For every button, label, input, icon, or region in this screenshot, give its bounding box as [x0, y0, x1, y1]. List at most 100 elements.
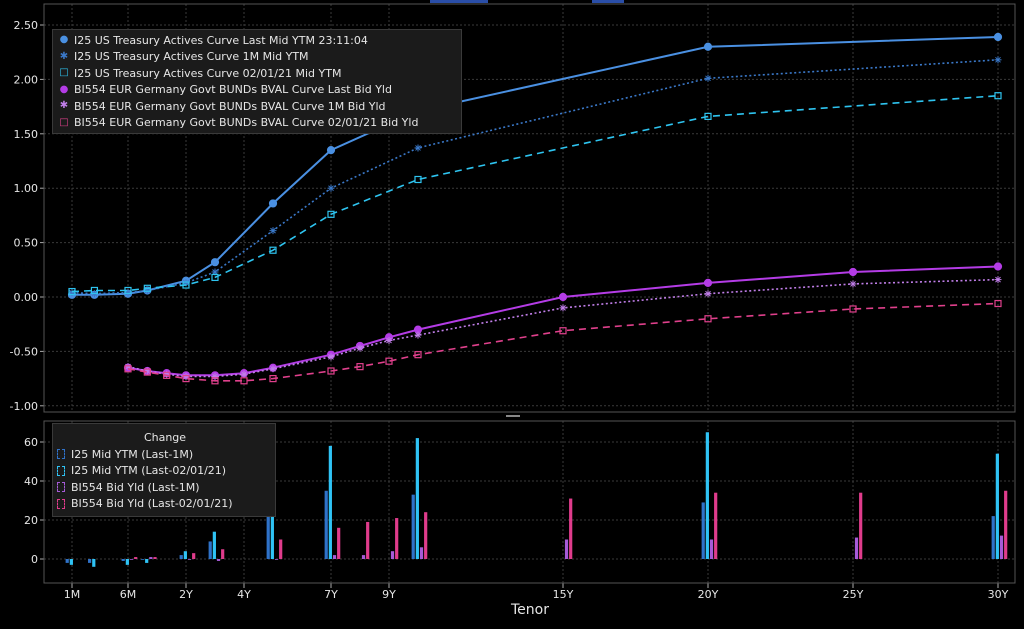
- bar-swatch-icon: [57, 449, 65, 460]
- point-star: [849, 280, 857, 288]
- point-square: [327, 367, 335, 375]
- bottom-panel-frame: [43, 420, 1016, 584]
- change-bar: [995, 453, 999, 559]
- change-bar: [854, 537, 859, 559]
- bottom-ytick-label: 0: [31, 553, 38, 566]
- point-circle: [993, 32, 1003, 42]
- point-square: [994, 92, 1002, 100]
- point-star: [414, 331, 422, 339]
- legend-label: I25 US Treasury Actives Curve Last Mid Y…: [74, 33, 368, 47]
- bar-swatch-icon: [57, 482, 65, 493]
- legend-label: I25 US Treasury Actives Curve 02/01/21 M…: [74, 66, 342, 80]
- top-ytick-label: 2.00: [14, 73, 39, 86]
- point-circle: [326, 146, 336, 155]
- x-axis: 1M 6M 2Y 4Y 7Y 9Y 15Y 20Y 25Y 30Y: [64, 583, 1009, 601]
- point-star: [124, 289, 132, 297]
- series-line: [127, 302, 999, 382]
- change-legend-item[interactable]: BI554 Bid Yld (Last-02/01/21): [57, 496, 273, 513]
- point-square: [124, 286, 132, 295]
- bottom-ytick-label: 60: [24, 436, 38, 449]
- legend-item[interactable]: ● I25 US Treasury Actives Curve Last Mid …: [57, 32, 459, 49]
- legend-item[interactable]: □ BI554 EUR Germany Govt BUNDs BVAL Curve…: [57, 115, 459, 132]
- point-circle: [848, 267, 858, 277]
- legend-label: BI554 EUR Germany Govt BUNDs BVAL Curve …: [74, 83, 392, 97]
- point-square: [414, 175, 422, 184]
- point-circle: [558, 292, 568, 302]
- top-tab-indicator-2[interactable]: [592, 0, 624, 3]
- point-square: [68, 287, 76, 296]
- point-star: [994, 56, 1002, 64]
- point-star: [327, 184, 335, 192]
- point-circle: [993, 262, 1003, 271]
- change-bar: [714, 492, 718, 559]
- point-circle: [210, 258, 220, 267]
- change-bar: [65, 559, 69, 563]
- change-bar: [212, 531, 216, 559]
- change-bar: [274, 559, 279, 560]
- point-square: [143, 284, 151, 292]
- top-tab-indicator-1[interactable]: [430, 0, 488, 3]
- series-6: [124, 299, 1002, 385]
- top-ytick-label: 1.00: [14, 182, 39, 195]
- point-square: [559, 327, 567, 335]
- point-square: [163, 371, 171, 379]
- legend-marker-icon: ●: [59, 83, 69, 95]
- top-ytick-label: 0.50: [14, 237, 39, 250]
- change-bar: [411, 494, 415, 559]
- point-square: [269, 375, 277, 383]
- xtick-label: 4Y: [237, 588, 251, 601]
- point-star: [356, 344, 364, 352]
- change-legend[interactable]: Change I25 Mid YTM (Last-1M) I25 Mid YTM …: [52, 423, 276, 517]
- change-bar: [149, 557, 153, 559]
- change-bar: [221, 549, 225, 559]
- legend-label: I25 US Treasury Actives Curve 1M Mid YTM: [74, 50, 309, 64]
- point-star: [385, 337, 393, 345]
- point-square: [994, 299, 1002, 308]
- series-5: [124, 276, 1002, 380]
- change-bar: [859, 492, 863, 559]
- top-legend[interactable]: ● I25 US Treasury Actives Curve Last Mid …: [52, 29, 462, 134]
- point-square: [356, 363, 364, 371]
- change-bar: [279, 539, 283, 559]
- point-star: [559, 304, 567, 312]
- change-legend-label: BI554 Bid Yld (Last-1M): [71, 480, 200, 494]
- change-legend-item[interactable]: I25 Mid YTM (Last-02/01/21): [57, 463, 273, 480]
- change-bar: [991, 516, 995, 559]
- legend-item[interactable]: ✱ BI554 EUR Germany Govt BUNDs BVAL Curve…: [57, 98, 459, 115]
- change-bar: [92, 559, 96, 567]
- point-square: [849, 305, 857, 313]
- bar-swatch-icon: [57, 498, 65, 509]
- xtick-label: 30Y: [988, 588, 1009, 601]
- point-star: [269, 365, 277, 373]
- change-bar: [564, 539, 569, 559]
- change-bar: [134, 557, 138, 559]
- xtick-label: 2Y: [179, 588, 193, 601]
- change-bar: [1004, 490, 1008, 559]
- bottom-ytick-label: 20: [24, 514, 38, 527]
- point-circle: [268, 199, 278, 208]
- change-bar: [424, 512, 428, 559]
- change-bar: [419, 547, 424, 559]
- legend-item[interactable]: □ I25 US Treasury Actives Curve 02/01/21 …: [57, 65, 459, 82]
- change-bar: [153, 557, 157, 559]
- change-bar: [999, 535, 1004, 559]
- xtick-label: 15Y: [553, 588, 574, 601]
- change-legend-item[interactable]: BI554 Bid Yld (Last-1M): [57, 479, 273, 496]
- change-bar: [129, 559, 134, 560]
- change-bar: [179, 555, 183, 559]
- change-bar: [324, 490, 328, 559]
- point-square: [211, 273, 219, 282]
- change-bar: [332, 555, 337, 559]
- point-star: [240, 370, 248, 378]
- top-ytick-label: -0.50: [10, 345, 38, 358]
- legend-item[interactable]: ● BI554 EUR Germany Govt BUNDs BVAL Curve…: [57, 82, 459, 99]
- point-square: [124, 365, 132, 373]
- point-square: [269, 246, 277, 254]
- change-legend-item[interactable]: I25 Mid YTM (Last-1M): [57, 446, 273, 463]
- legend-item[interactable]: ✱ I25 US Treasury Actives Curve 1M Mid YT…: [57, 49, 459, 66]
- point-square: [385, 357, 393, 365]
- point-circle: [703, 278, 713, 287]
- change-bar: [183, 551, 187, 559]
- change-bar: [208, 541, 212, 559]
